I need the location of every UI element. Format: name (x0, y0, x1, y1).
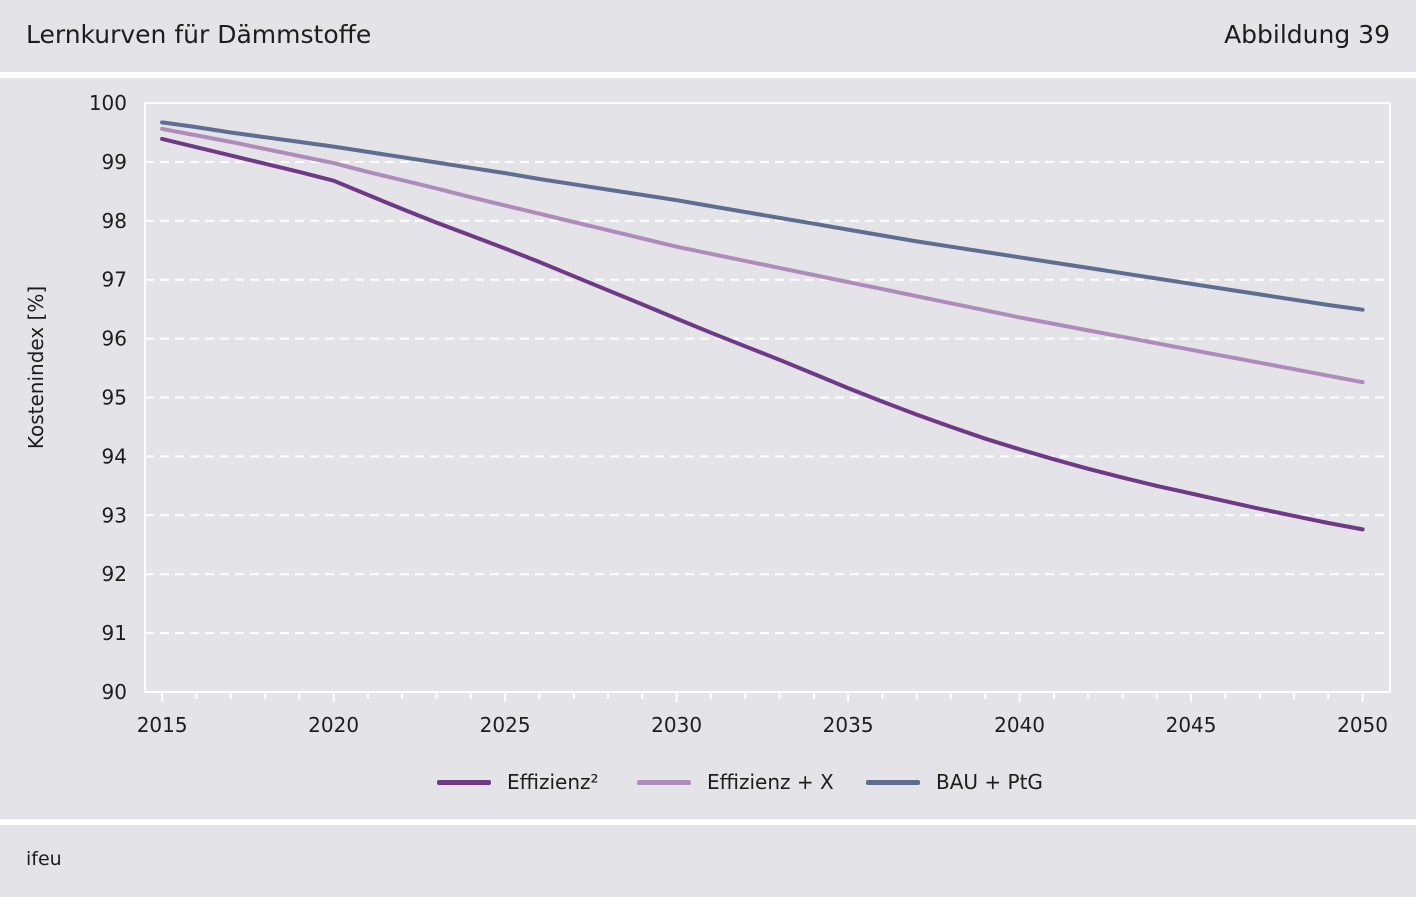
x-tick-label: 2040 (994, 713, 1045, 737)
y-tick-label: 94 (102, 444, 127, 468)
legend-label: Effizienz² (507, 770, 599, 794)
y-tick-label: 97 (102, 268, 127, 292)
y-tick-label: 96 (102, 327, 127, 351)
y-axis-label: Kostenindex [%] (24, 286, 48, 449)
legend-label: BAU + PtG (936, 770, 1043, 794)
legend-swatch (637, 780, 691, 785)
y-tick-label: 95 (102, 386, 127, 410)
source-label: ifeu (26, 848, 62, 870)
legend-swatch (866, 780, 920, 785)
figure-title: Lernkurven für Dämmstoffe (26, 20, 372, 49)
x-tick-label: 2035 (823, 713, 874, 737)
x-tick-label: 2025 (480, 713, 531, 737)
series-line-effizienz-x (160, 126, 1365, 385)
legend-label: Effizienz + X (707, 770, 834, 794)
y-tick-label: 93 (102, 503, 127, 527)
chart-legend: Effizienz² Effizienz + X BAU + PtG (0, 768, 1416, 798)
x-tick-label: 2045 (1166, 713, 1217, 737)
y-tick-label: 91 (102, 621, 127, 645)
x-tick-label: 2015 (137, 713, 188, 737)
y-tick-label: 92 (102, 562, 127, 586)
y-tick-label: 100 (89, 91, 127, 115)
figure-number: Abbildung 39 (1224, 20, 1390, 49)
y-tick-label: 98 (102, 209, 127, 233)
series-line-effizienz (160, 136, 1365, 532)
series-line-bau-ptg (160, 120, 1365, 312)
y-tick-label: 99 (102, 150, 127, 174)
x-tick-label: 2050 (1337, 713, 1388, 737)
figure-header: Lernkurven für Dämmstoffe Abbildung 39 (0, 0, 1416, 72)
y-tick-label: 90 (102, 680, 127, 704)
x-tick-label: 2030 (651, 713, 702, 737)
figure-footer: ifeu (0, 825, 1416, 897)
x-tick-label: 2020 (308, 713, 359, 737)
legend-swatch (437, 780, 491, 785)
chart-panel (0, 78, 1416, 819)
